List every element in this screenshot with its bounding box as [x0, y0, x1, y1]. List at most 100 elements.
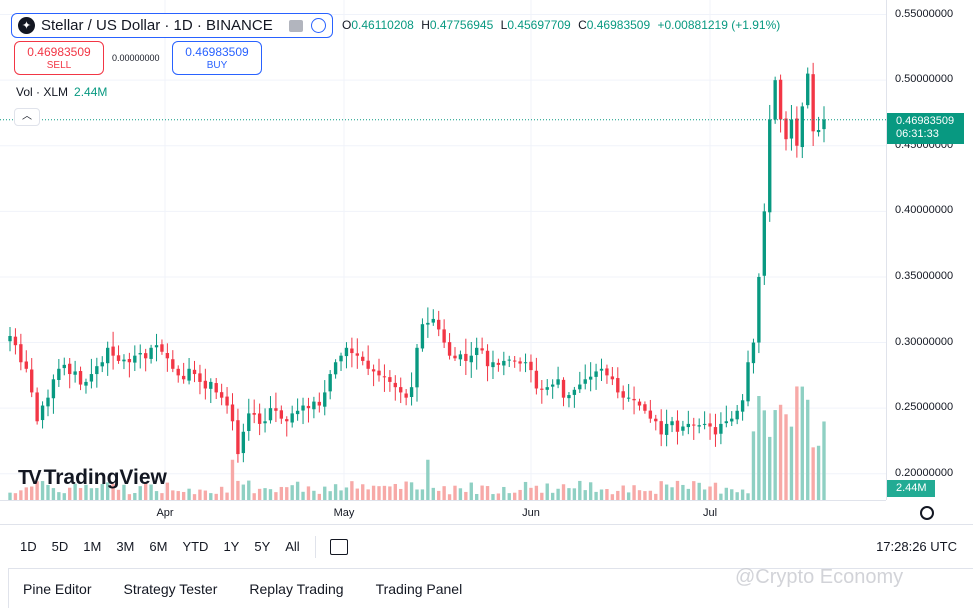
range-5d[interactable]: 5D [51, 539, 69, 554]
volume-bar [382, 485, 387, 500]
range-toolbar: 1D 5D 1M 3M 6M YTD 1Y 5Y All 17:28:26 UT… [0, 524, 973, 568]
volume-bar [111, 483, 115, 500]
candle-body [822, 119, 826, 130]
candle-body [415, 347, 419, 388]
collapse-legend-button[interactable]: ︿ [14, 108, 40, 126]
volume-bar [225, 492, 229, 500]
candle-body [268, 408, 273, 421]
candle-body [523, 362, 528, 364]
tradingview-logo[interactable]: TV TradingView [18, 466, 167, 490]
price-tick-label: 0.55000000 [895, 7, 954, 20]
volume-bar [757, 396, 761, 500]
volume-bar [100, 483, 104, 500]
tab-strategy-tester[interactable]: Strategy Tester [123, 580, 218, 597]
range-all[interactable]: All [285, 539, 300, 554]
volume-bar [257, 488, 262, 500]
tab-trading-panel[interactable]: Trading Panel [375, 580, 463, 597]
volume-bar [713, 482, 718, 500]
candle-body [431, 318, 435, 323]
volume-bar [95, 488, 99, 500]
range-1d[interactable]: 1D [20, 539, 37, 554]
volume-bar [333, 484, 338, 500]
current-price-tag: 0.46983509 06:31:33 [887, 113, 964, 144]
candle-body [219, 392, 224, 398]
candle-body [105, 347, 110, 364]
volume-bar [648, 490, 653, 500]
volume-bar [24, 487, 28, 500]
volume-bar [475, 493, 479, 500]
volume-bar [355, 488, 359, 500]
candle-body [388, 377, 392, 382]
candle-body [176, 368, 180, 376]
candle-body [35, 392, 39, 422]
volume-bar [567, 488, 571, 500]
candle-body [84, 381, 88, 386]
tradingview-wordmark: TradingView [43, 466, 167, 489]
range-1y[interactable]: 1Y [223, 539, 240, 554]
price-tick-label: 0.35000000 [895, 269, 954, 282]
volume-bar [610, 494, 615, 500]
stellar-logo-icon: ✦ [18, 17, 35, 34]
volume-bar [241, 484, 246, 500]
volume-bar [485, 486, 490, 500]
volume-bar [751, 431, 756, 500]
candle-body [480, 348, 484, 351]
candle-body [816, 130, 821, 133]
candle-body [437, 319, 441, 330]
buy-button[interactable]: 0.46983509 BUY [172, 41, 262, 75]
price-axis[interactable]: 0.55000000 0.50000000 0.45000000 0.40000000… [886, 0, 973, 500]
settings-icon[interactable] [920, 506, 934, 520]
volume-bar [230, 459, 235, 500]
volume-bar [122, 484, 126, 500]
volume-bar [279, 486, 284, 500]
volume-bar [480, 485, 484, 500]
candle-body [393, 382, 397, 388]
candle-body [811, 74, 815, 132]
calendar-icon[interactable] [329, 538, 348, 555]
utc-clock[interactable]: 17:28:26 UTC [876, 539, 957, 554]
chart-pane[interactable]: ✦ Stellar / US Dollar · 1D · BINANCE O0.… [0, 0, 886, 500]
tab-replay-trading[interactable]: Replay Trading [249, 580, 344, 597]
volume-bar [556, 488, 560, 500]
volume-legend[interactable]: Vol · XLM 2.44M [16, 85, 107, 99]
candle-body [681, 426, 685, 431]
candle-body [295, 410, 300, 415]
time-axis[interactable]: Apr May Jun Jul [0, 500, 886, 524]
candle-body [236, 420, 240, 455]
symbol-selector[interactable]: ✦ Stellar / US Dollar · 1D · BINANCE [11, 13, 333, 38]
volume-bar [73, 483, 77, 500]
candle-body [306, 405, 311, 409]
candle-body [616, 378, 620, 393]
candle-body [561, 379, 566, 398]
range-5y[interactable]: 5Y [254, 539, 271, 554]
change-value: +0.00881219 (+1.91%) [657, 18, 781, 32]
volume-bar [458, 488, 463, 500]
bottom-panel-tabs: Pine Editor Strategy Tester Replay Tradi… [8, 568, 973, 608]
tab-pine-editor[interactable]: Pine Editor [23, 580, 92, 597]
range-3m[interactable]: 3M [116, 539, 135, 554]
candle-body [116, 355, 121, 361]
volume-bar [133, 493, 137, 500]
volume-bar [252, 493, 256, 500]
volume-bar [784, 414, 788, 500]
candle-body [626, 397, 631, 399]
volume-bar [13, 493, 18, 500]
market-status-icon [289, 19, 303, 32]
candle-body [572, 389, 577, 395]
range-1m[interactable]: 1M [83, 539, 102, 554]
candle-body [355, 353, 359, 356]
candle-body [464, 353, 468, 361]
candlestick-chart[interactable] [0, 0, 886, 500]
candle-body [659, 421, 663, 435]
candle-body [730, 418, 734, 422]
candle-body [230, 404, 235, 422]
sell-button[interactable]: 0.46983509 SELL [14, 41, 104, 75]
range-6m[interactable]: 6M [149, 539, 168, 554]
candle-body [719, 423, 723, 434]
more-options-icon[interactable] [311, 18, 326, 33]
volume-bar [40, 481, 45, 500]
range-ytd[interactable]: YTD [182, 539, 209, 554]
candle-body [518, 361, 522, 364]
volume-bar [529, 487, 533, 500]
candle-body [545, 387, 549, 390]
